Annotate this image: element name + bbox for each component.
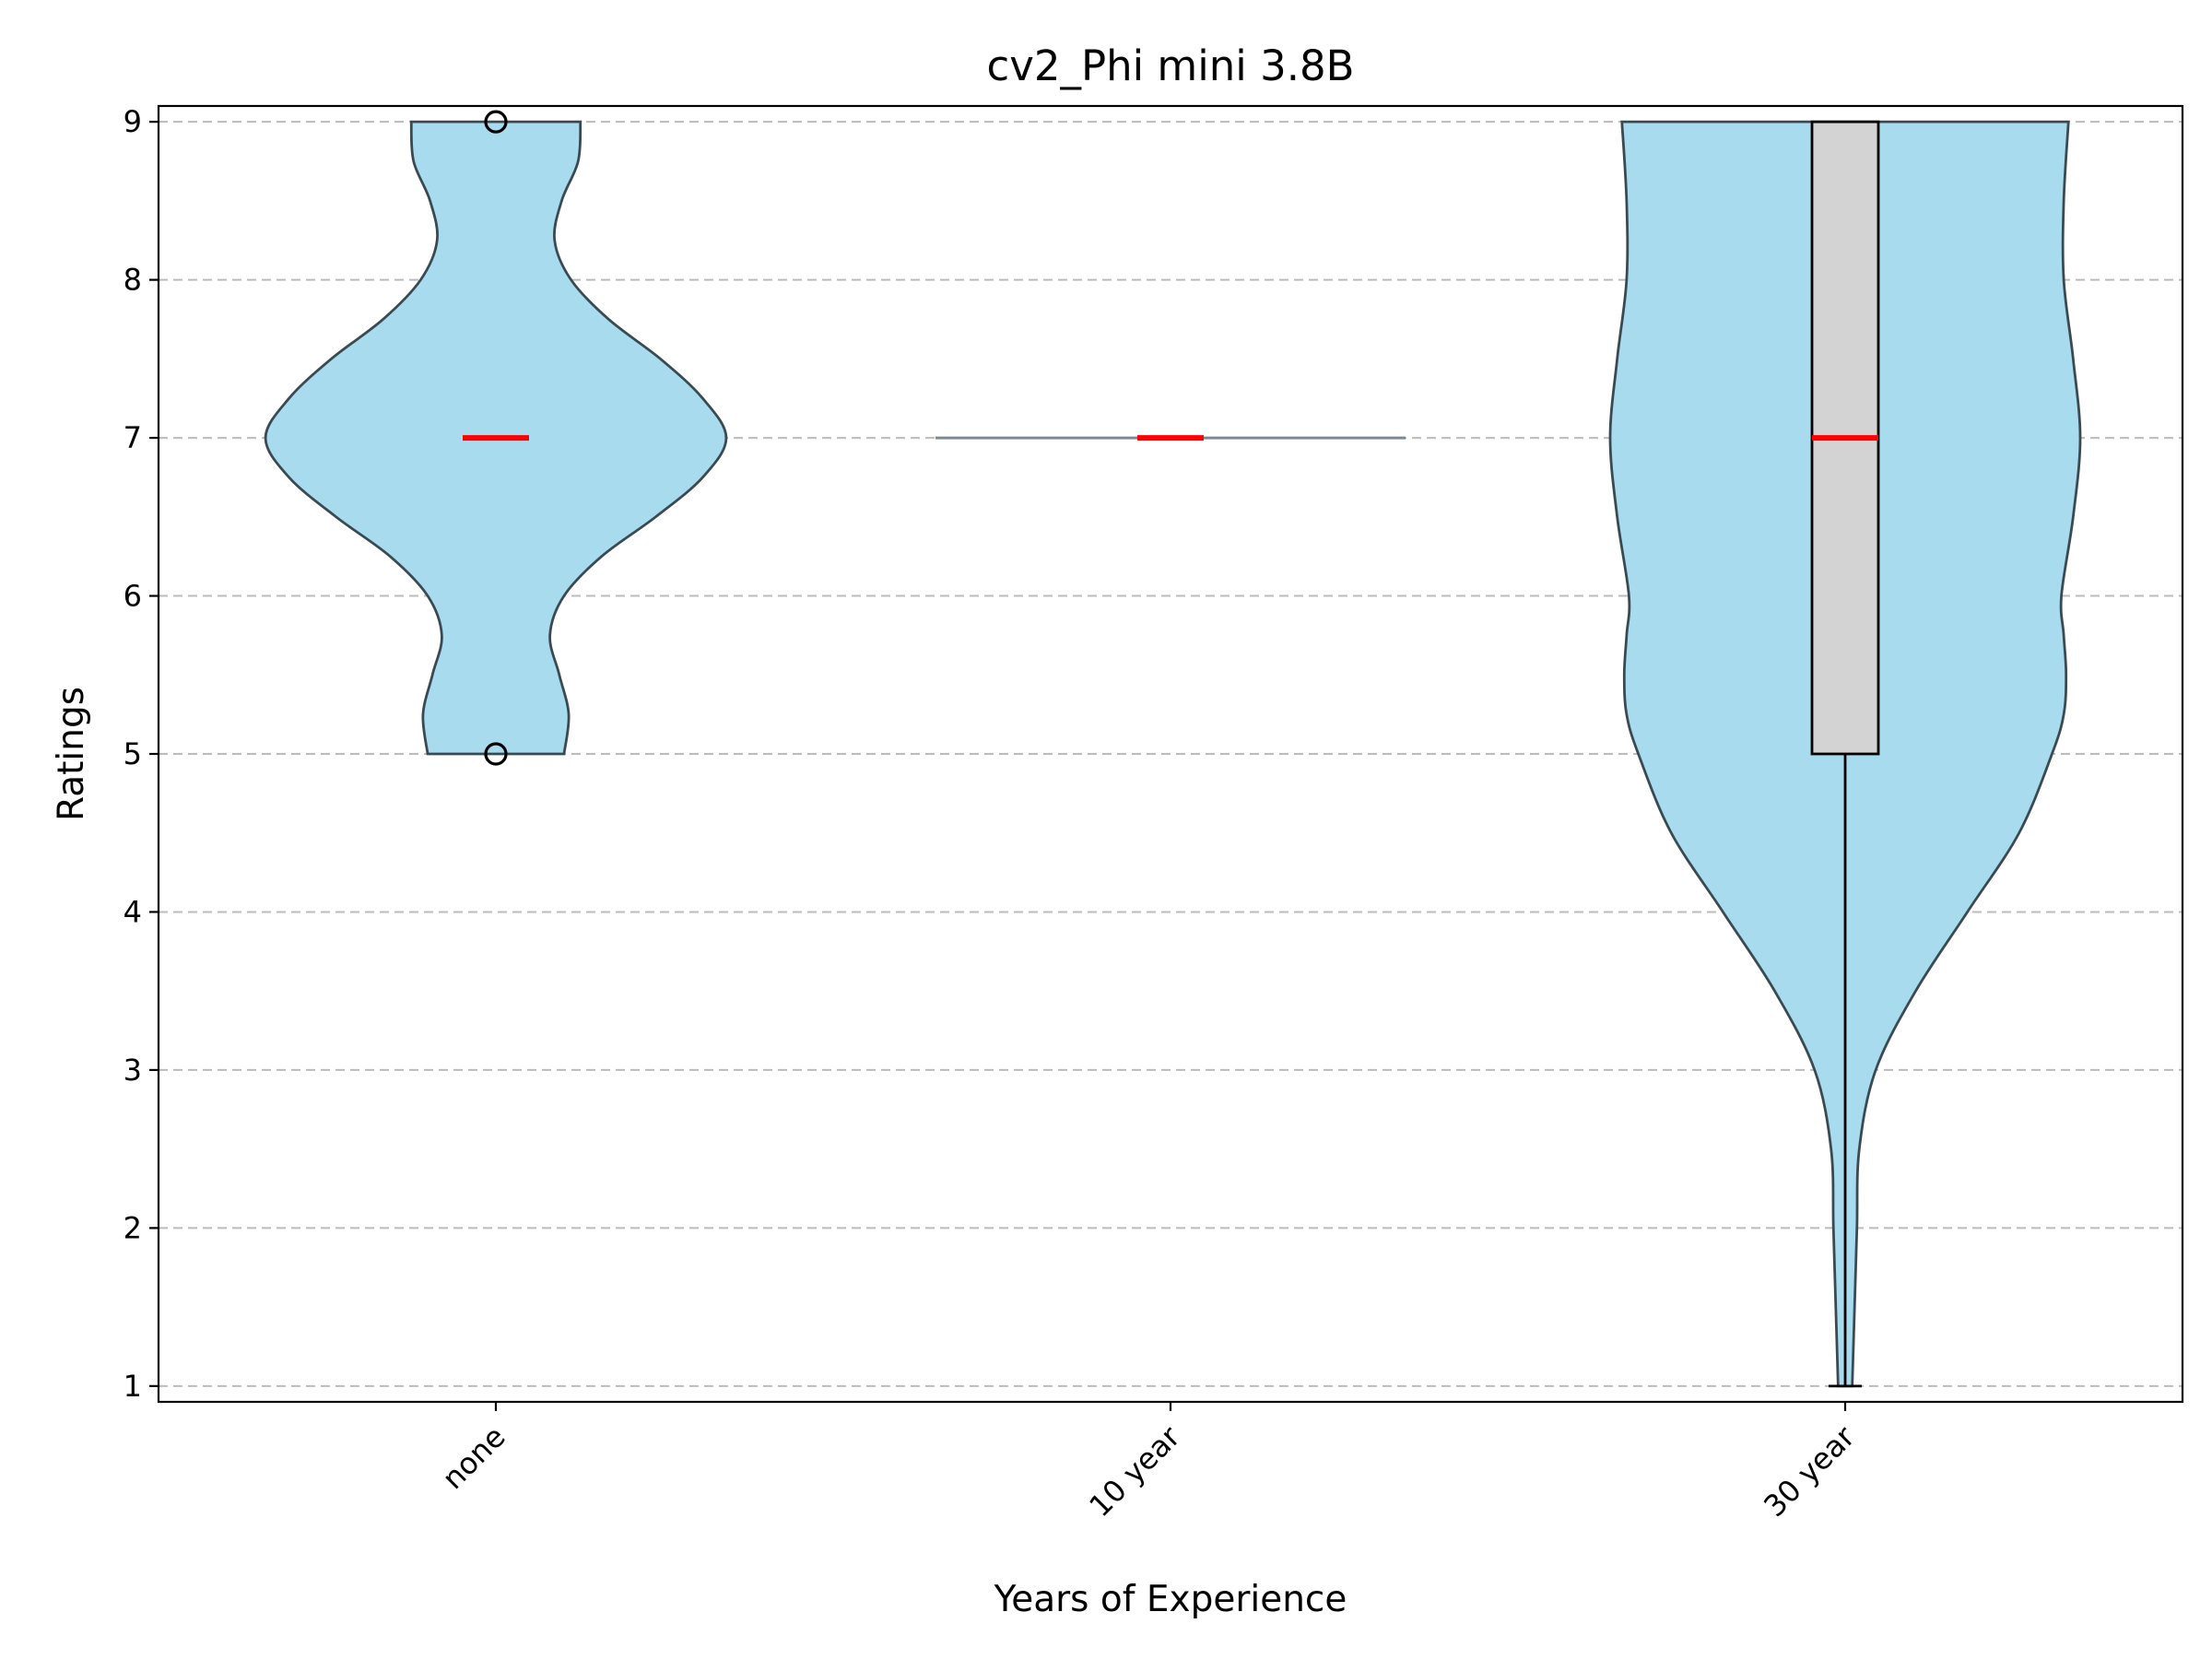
outlier-point: [484, 110, 508, 134]
chart-title: cv2_Phi mini 3.8B: [986, 41, 1354, 90]
y-axis-label: Ratings: [51, 687, 92, 821]
x-axis-label: Years of Experience: [994, 1579, 1347, 1620]
y-tick-label: 5: [124, 736, 142, 771]
y-tick-label: 9: [124, 104, 142, 139]
outlier-point: [484, 742, 508, 766]
box-layer: [463, 110, 1880, 1388]
y-tick-label: 7: [124, 420, 142, 455]
y-tick-label: 6: [124, 579, 142, 614]
y-tick-label: 8: [124, 263, 142, 298]
y-tick-label: 3: [124, 1053, 142, 1088]
y-tick-label: 1: [124, 1369, 142, 1404]
y-tick-label: 2: [124, 1210, 142, 1245]
y-tick-label: 4: [124, 894, 142, 929]
